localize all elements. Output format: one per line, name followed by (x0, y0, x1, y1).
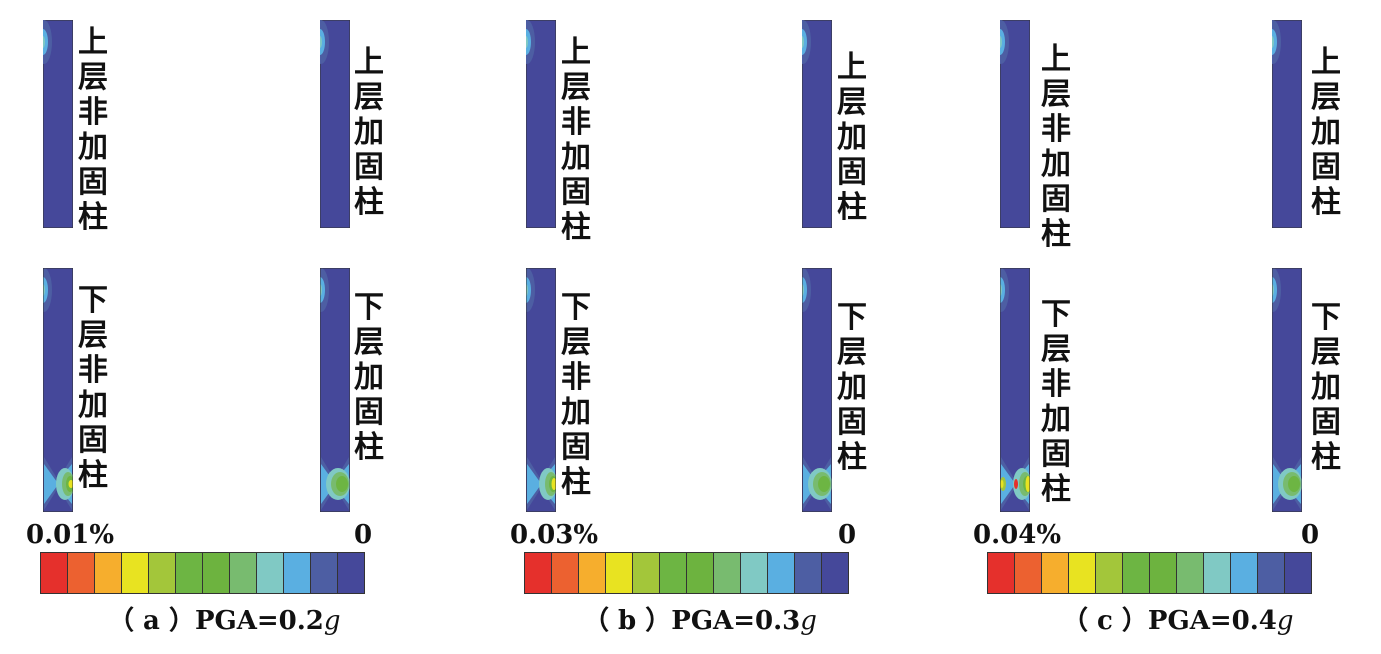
lower-unreinforced-column (1000, 268, 1030, 512)
legend-swatch (552, 553, 579, 593)
upper-unreinforced-column (526, 20, 556, 228)
panel-b: 上层非加固柱 上层加固柱下层非加固柱 下层加固柱 0.03% 0 （ b ）PGA=0.3… (483, 0, 953, 654)
legend-swatch (1204, 553, 1231, 593)
legend-swatch (1096, 553, 1123, 593)
legend-swatch (203, 553, 230, 593)
legend-min-label: 0 (1301, 520, 1320, 550)
column-label-lower-reinforced: 下层加固柱 (354, 290, 384, 465)
legend-swatch (1231, 553, 1258, 593)
lower-reinforced-column (1272, 268, 1302, 512)
legend-swatch (822, 553, 848, 593)
column-label-lower-unreinforced: 下层非加固柱 (78, 283, 108, 493)
panel-a: 上层非加固柱 上层加固柱下层非加固柱 下层加固柱 0.01% 0 （ a ）PGA=0.2… (0, 0, 470, 654)
column-label-upper-unreinforced: 上层非加固柱 (78, 25, 108, 235)
legend-swatch (1285, 553, 1311, 593)
legend-swatch (338, 553, 364, 593)
legend-swatch (122, 553, 149, 593)
legend-swatch (579, 553, 606, 593)
column-label-lower-reinforced: 下层加固柱 (1311, 300, 1341, 475)
lower-reinforced-column (320, 268, 350, 512)
lower-unreinforced-column (43, 268, 73, 512)
upper-unreinforced-column (1000, 20, 1030, 228)
caption-text: （ c ）PGA=0.4 (1062, 606, 1277, 636)
legend-swatch (149, 553, 176, 593)
legend-max-label: 0.01% (26, 520, 115, 550)
legend-min-label: 0 (354, 520, 373, 550)
column-label-upper-unreinforced: 上层非加固柱 (1041, 42, 1071, 252)
lower-unreinforced-column (526, 268, 556, 512)
legend-max-label: 0.03% (510, 520, 599, 550)
legend-swatch (741, 553, 768, 593)
color-legend (524, 552, 849, 594)
caption-unit: g (800, 606, 817, 636)
legend-swatch (284, 553, 311, 593)
panel-caption: （ a ）PGA=0.2g (108, 600, 341, 637)
legend-swatch (1177, 553, 1204, 593)
upper-reinforced-column (320, 20, 350, 228)
column-label-lower-unreinforced: 下层非加固柱 (1041, 297, 1071, 507)
legend-swatch (68, 553, 95, 593)
column-label-lower-reinforced: 下层加固柱 (837, 300, 867, 475)
column-label-lower-unreinforced: 下层非加固柱 (561, 290, 591, 500)
legend-swatch (176, 553, 203, 593)
panel-c: 上层非加固柱 上层加固柱下层非加固柱 下层加固柱 0.04% 0 （ c ）PGA=0.4… (957, 0, 1381, 654)
upper-reinforced-column (802, 20, 832, 228)
upper-reinforced-column (1272, 20, 1302, 228)
legend-swatch (660, 553, 687, 593)
upper-unreinforced-column (43, 20, 73, 228)
column-label-upper-reinforced: 上层加固柱 (354, 45, 384, 220)
legend-swatch (1015, 553, 1042, 593)
legend-swatch (525, 553, 552, 593)
legend-swatch (1069, 553, 1096, 593)
column-label-upper-unreinforced: 上层非加固柱 (561, 35, 591, 245)
legend-swatch (795, 553, 822, 593)
legend-swatch (687, 553, 714, 593)
legend-swatch (311, 553, 338, 593)
legend-swatch (257, 553, 284, 593)
legend-swatch (1258, 553, 1285, 593)
legend-max-label: 0.04% (973, 520, 1062, 550)
column-label-upper-reinforced: 上层加固柱 (1311, 45, 1341, 220)
caption-unit: g (323, 606, 341, 636)
lower-reinforced-column (802, 268, 832, 512)
color-legend (40, 552, 365, 594)
caption-unit: g (1276, 606, 1294, 636)
caption-text: （ b ）PGA=0.3 (583, 606, 801, 636)
legend-swatch (230, 553, 257, 593)
legend-swatch (1042, 553, 1069, 593)
legend-swatch (768, 553, 795, 593)
panel-caption: （ c ）PGA=0.4g (1062, 600, 1294, 637)
legend-swatch (633, 553, 660, 593)
panel-caption: （ b ）PGA=0.3g (583, 600, 817, 637)
column-label-upper-reinforced: 上层加固柱 (837, 50, 867, 225)
legend-swatch (95, 553, 122, 593)
legend-min-label: 0 (838, 520, 857, 550)
legend-swatch (1123, 553, 1150, 593)
color-legend (987, 552, 1312, 594)
legend-swatch (714, 553, 741, 593)
caption-text: （ a ）PGA=0.2 (108, 606, 324, 636)
legend-swatch (606, 553, 633, 593)
legend-swatch (1150, 553, 1177, 593)
legend-swatch (988, 553, 1015, 593)
legend-swatch (41, 553, 68, 593)
